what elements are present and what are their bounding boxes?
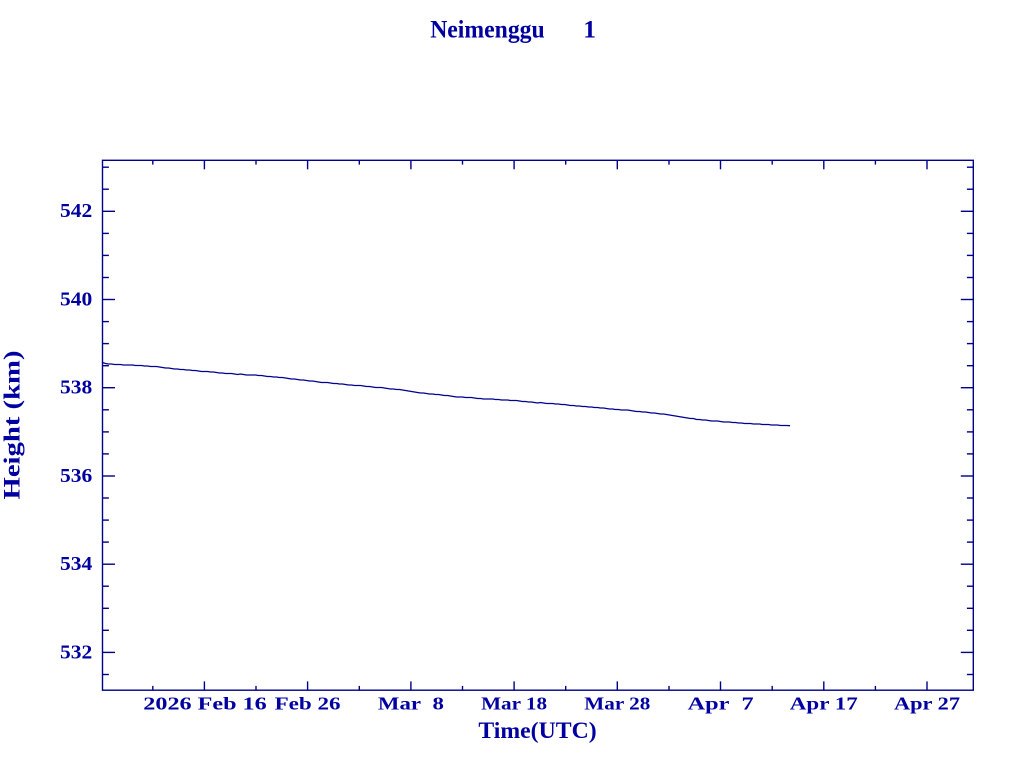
svg-text:532: 532 (60, 641, 92, 663)
svg-text:Mar 8: Mar 8 (378, 694, 444, 714)
svg-text:1: 1 (583, 15, 596, 44)
svg-text:2026 Feb 16: 2026 Feb 16 (143, 694, 266, 714)
svg-text:Apr 17: Apr 17 (790, 694, 858, 714)
svg-text:Apr 27: Apr 27 (894, 694, 960, 714)
svg-text:Feb 26: Feb 26 (275, 694, 341, 714)
svg-text:536: 536 (60, 465, 92, 487)
svg-text:Mar 18: Mar 18 (481, 694, 547, 714)
svg-text:Height (km): Height (km) (0, 351, 26, 500)
svg-text:542: 542 (60, 200, 92, 222)
svg-text:534: 534 (60, 553, 92, 575)
svg-text:Mar 28: Mar 28 (584, 694, 650, 714)
svg-text:540: 540 (60, 288, 92, 310)
svg-text:Apr 7: Apr 7 (688, 694, 754, 714)
svg-text:Neimenggu: Neimenggu (430, 15, 545, 44)
svg-text:Time(UTC): Time(UTC) (478, 718, 596, 744)
svg-text:538: 538 (60, 377, 92, 399)
